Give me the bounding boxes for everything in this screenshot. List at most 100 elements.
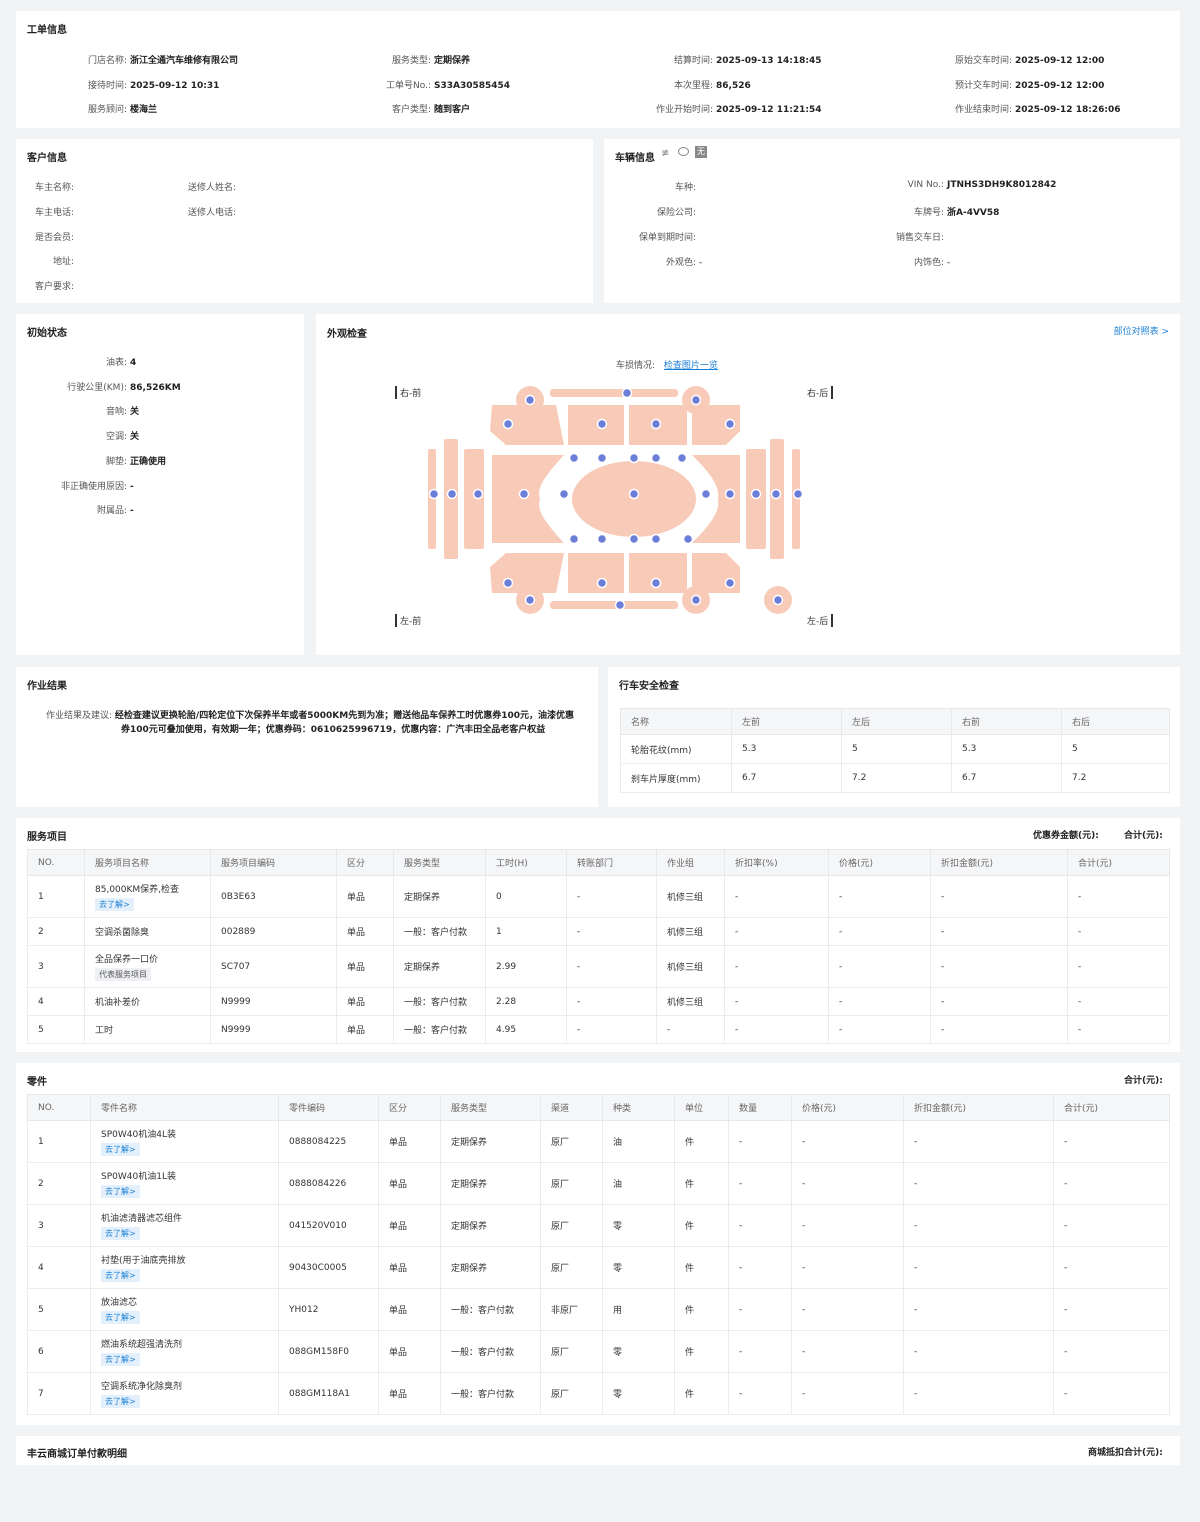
table-cell: - (566, 875, 657, 918)
table-cell: 85,000KM保养,检查 去了解> (84, 875, 211, 918)
learn-more-link[interactable]: 去了解> (101, 1353, 140, 1366)
inspection-point[interactable] (650, 418, 662, 430)
inspection-point[interactable] (502, 577, 514, 589)
inspection-point[interactable] (596, 452, 608, 464)
inspection-point[interactable] (446, 488, 458, 500)
column-header: 名称 (620, 708, 732, 735)
table-cell: 3 (27, 945, 85, 988)
inspection-point[interactable] (724, 488, 736, 500)
inspection-point[interactable] (750, 488, 762, 500)
inspection-point[interactable] (621, 387, 633, 399)
inspection-point[interactable] (682, 533, 694, 545)
cell-text: YH012 (289, 1304, 319, 1315)
inspection-point[interactable] (628, 452, 640, 464)
table-cell: - (930, 875, 1068, 918)
learn-more-link[interactable]: 去了解> (101, 1143, 140, 1156)
inspection-point[interactable] (690, 594, 702, 606)
cell-text: - (739, 1178, 743, 1189)
inspection-point[interactable] (472, 488, 484, 500)
cell-text: - (941, 926, 945, 937)
cell-text: - (1078, 961, 1082, 972)
table-cell: 件 (674, 1246, 729, 1289)
inspection-point[interactable] (650, 533, 662, 545)
table-cell: 零 (602, 1246, 675, 1289)
inspection-point[interactable] (676, 452, 688, 464)
cell-text: 原厂 (551, 1138, 570, 1148)
inspection-point[interactable] (792, 488, 804, 500)
cell-text: 放油滤芯 (101, 1298, 138, 1308)
table-cell: - (1067, 917, 1170, 946)
inspection-point[interactable] (650, 577, 662, 589)
column-header: 零件名称 (90, 1094, 279, 1121)
inspection-point[interactable] (568, 452, 580, 464)
table-cell: 定期保养 (440, 1204, 541, 1247)
part-reference-link[interactable]: 部位对照表 > (1113, 327, 1169, 337)
inspection-point[interactable] (596, 533, 608, 545)
cell-text: 单品 (347, 998, 366, 1008)
inspection-point[interactable] (428, 488, 440, 500)
table-cell: - (791, 1246, 904, 1289)
table-cell: 2 (27, 1162, 91, 1205)
none-badge[interactable]: 无 (695, 146, 707, 158)
inspection-point[interactable] (690, 394, 702, 406)
inspection-point[interactable] (524, 394, 536, 406)
table-header-row: 名称 左前 左后 右前 右后 (620, 708, 1170, 735)
inspection-point[interactable] (596, 577, 608, 589)
car-diagram[interactable] (416, 379, 816, 639)
table-cell: 5 (841, 734, 952, 764)
appearance-title: 外观检查 (327, 329, 367, 340)
column-header: 作业组 (656, 849, 725, 876)
chat-icon[interactable] (678, 147, 689, 156)
inspection-point[interactable] (518, 488, 530, 500)
inspection-photos-link[interactable]: 检查图片一览 (663, 361, 718, 371)
table-cell: 单品 (336, 945, 394, 988)
table-cell: - (566, 945, 657, 988)
inspection-point[interactable] (700, 488, 712, 500)
address-field: 地址: (52, 257, 74, 267)
learn-more-link[interactable]: 去了解> (101, 1227, 140, 1240)
cell-text: 6 (38, 1346, 44, 1357)
table-cell: SC707 (210, 945, 337, 988)
cell-text: 3 (38, 961, 44, 972)
table-cell: 2.99 (485, 945, 567, 988)
learn-more-link[interactable]: 去了解> (101, 1395, 140, 1408)
inspection-point[interactable] (614, 599, 626, 611)
cell-text: 单品 (347, 928, 366, 938)
cell-text: 原厂 (551, 1348, 570, 1358)
cell-text: 4 (38, 1262, 44, 1273)
inspection-point[interactable] (628, 533, 640, 545)
table-cell: 空调系统净化除臭剂 去了解> (90, 1372, 279, 1415)
vehicle-field: 内饰色: - (913, 258, 951, 268)
cell-text: - (735, 926, 739, 937)
table-cell: - (728, 1330, 792, 1373)
cell-text: 机修三组 (667, 893, 704, 903)
table-cell: 90430C0005 (278, 1246, 379, 1289)
inspection-point[interactable] (502, 418, 514, 430)
cell-text: - (914, 1346, 918, 1357)
learn-more-link[interactable]: 去了解> (101, 1269, 140, 1282)
work-order-field: 作业开始时间: 2025-09-12 11:21:54 (655, 105, 822, 115)
inspection-point[interactable] (524, 594, 536, 606)
inspection-point[interactable] (596, 418, 608, 430)
column-header: 区分 (378, 1094, 441, 1121)
inspection-point[interactable] (724, 418, 736, 430)
table-cell: - (930, 945, 1068, 988)
column-header: 价格(元) (791, 1094, 904, 1121)
cell-text: 机油补差价 (95, 998, 141, 1008)
table-row: 1 85,000KM保养,检查 去了解> 0B3E63 单品 定期保养 0 - 机修三组 - - - - (27, 875, 1170, 918)
inspection-point[interactable] (650, 452, 662, 464)
inspection-point[interactable] (772, 594, 784, 606)
cell-text: 一般：客户付款 (451, 1348, 515, 1358)
column-header: 工时(H) (485, 849, 567, 876)
learn-more-link[interactable]: 去了解> (101, 1185, 140, 1198)
inspection-point[interactable] (558, 488, 570, 500)
learn-more-link[interactable]: 去了解> (95, 898, 134, 911)
steering-icon[interactable]: ≢ (661, 148, 670, 159)
learn-more-link[interactable]: 去了解> (101, 1311, 140, 1324)
work-order-field: 服务顾问: 楼海兰 (87, 105, 158, 115)
inspection-point[interactable] (628, 488, 640, 500)
inspection-point[interactable] (724, 577, 736, 589)
inspection-point[interactable] (568, 533, 580, 545)
owner-phone-field: 车主电话: (34, 208, 74, 218)
inspection-point[interactable] (770, 488, 782, 500)
